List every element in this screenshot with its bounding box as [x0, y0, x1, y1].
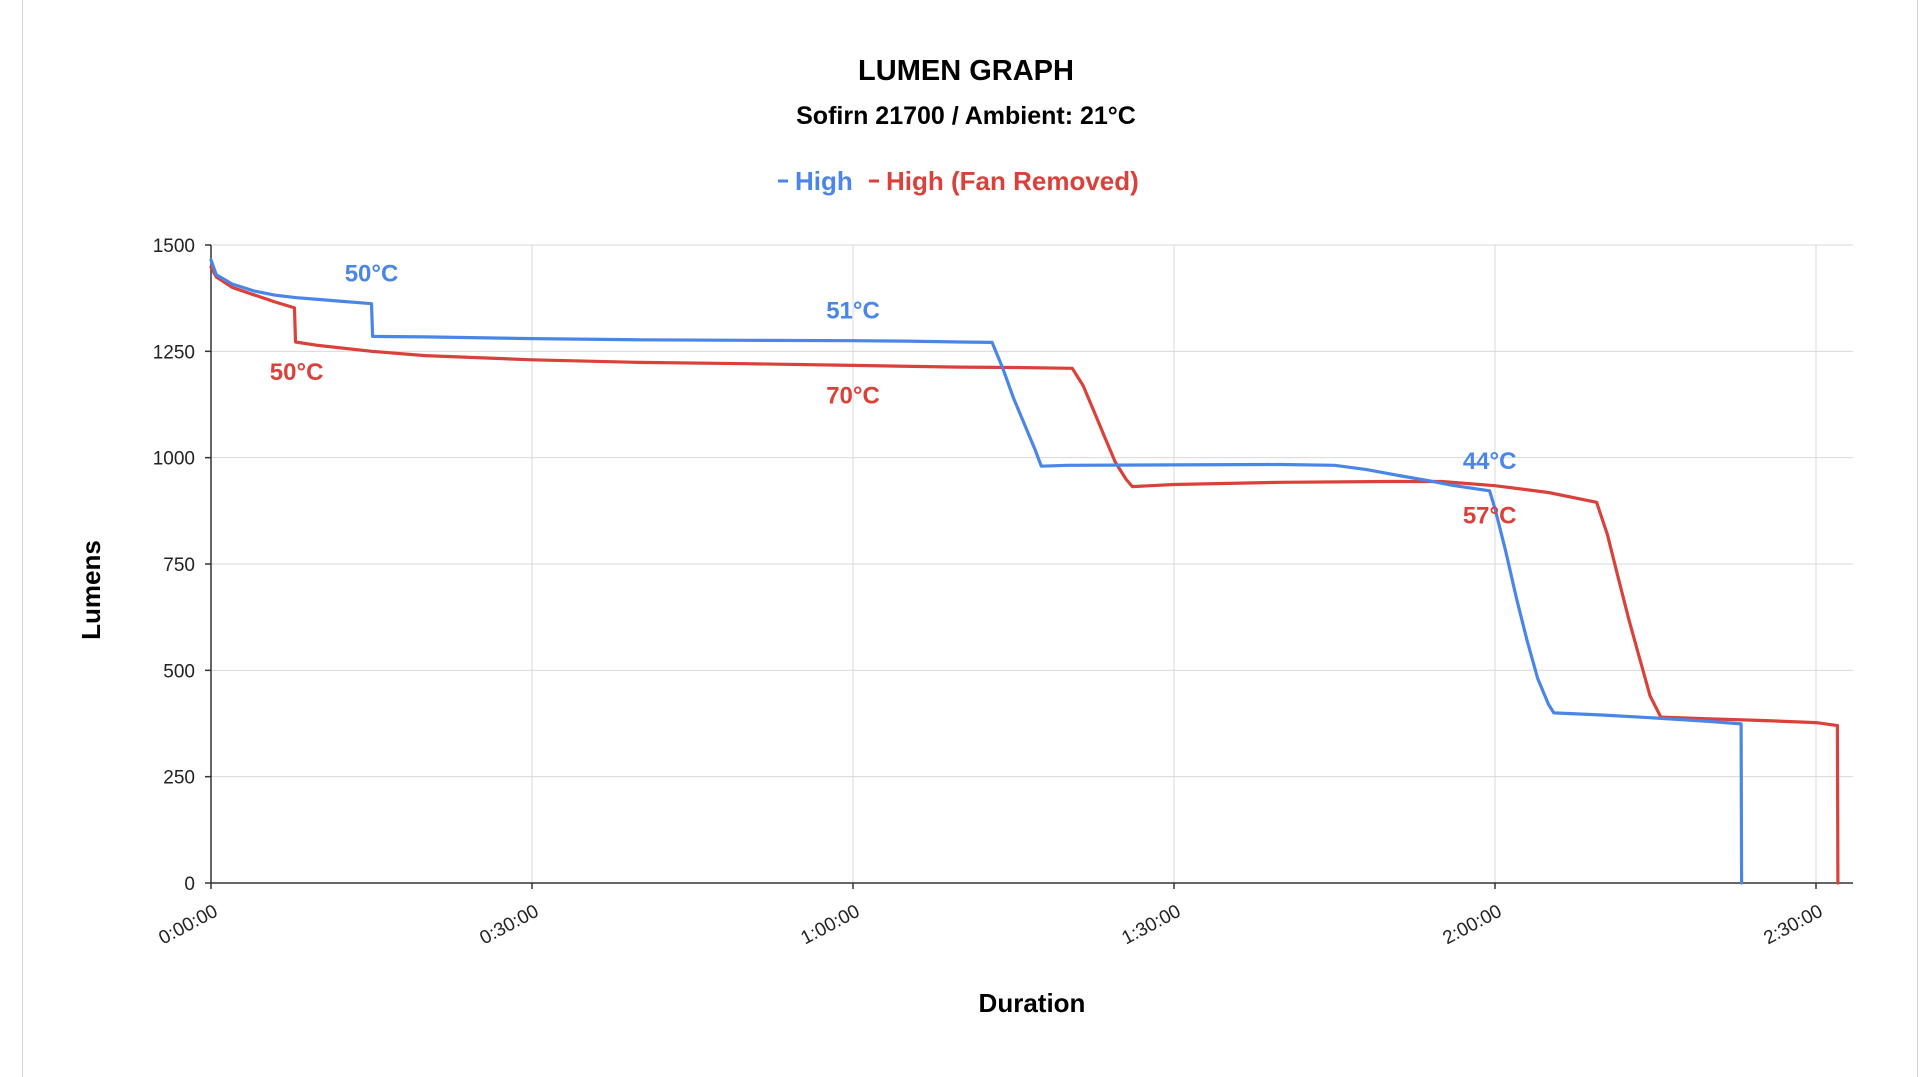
- x-tick-label: 2:00:00: [1440, 901, 1506, 949]
- annotations: 50°C 51°C 44°C 50°C 70°C 57°C: [270, 261, 1517, 530]
- series-lines: [209, 258, 1840, 885]
- grid: [211, 244, 1853, 883]
- y-tick-label: 1000: [153, 449, 195, 470]
- x-tick-label: 2:30:00: [1761, 901, 1827, 949]
- temperature-annotation: 50°C: [270, 359, 324, 386]
- y-axis-label: Lumens: [76, 540, 106, 640]
- y-tick-label: 1500: [153, 236, 195, 257]
- chart-subtitle: Sofirn 21700 / Ambient: 21°C: [796, 102, 1136, 130]
- x-tick-label: 1:00:00: [798, 901, 864, 949]
- x-tick-label: 0:00:00: [156, 901, 222, 949]
- legend: High High (Fan Removed): [778, 166, 1139, 196]
- series-line-high: [209, 258, 1744, 885]
- temperature-annotation: 44°C: [1463, 448, 1517, 475]
- temperature-annotation: 57°C: [1463, 503, 1517, 530]
- series-line-high-fan-removed: [209, 265, 1840, 885]
- y-tick-label: 250: [163, 768, 195, 789]
- x-tick-label: 1:30:00: [1119, 901, 1185, 949]
- legend-label-high-fan-removed: High (Fan Removed): [886, 166, 1139, 196]
- y-tick-label: 0: [184, 874, 195, 895]
- x-axis-label: Duration: [979, 988, 1086, 1018]
- temperature-annotation: 50°C: [345, 261, 399, 288]
- y-tick-label: 1250: [153, 342, 195, 363]
- y-tick-label: 500: [163, 661, 195, 682]
- chart-frame: [22, 0, 1918, 1077]
- temperature-annotation: 51°C: [826, 298, 880, 325]
- y-tick-label: 750: [163, 555, 195, 576]
- legend-label-high: High: [795, 166, 853, 196]
- temperature-annotation: 70°C: [826, 382, 880, 409]
- chart-title: LUMEN GRAPH: [858, 55, 1074, 87]
- x-tick-label: 0:30:00: [477, 901, 543, 949]
- axes: [205, 244, 1853, 889]
